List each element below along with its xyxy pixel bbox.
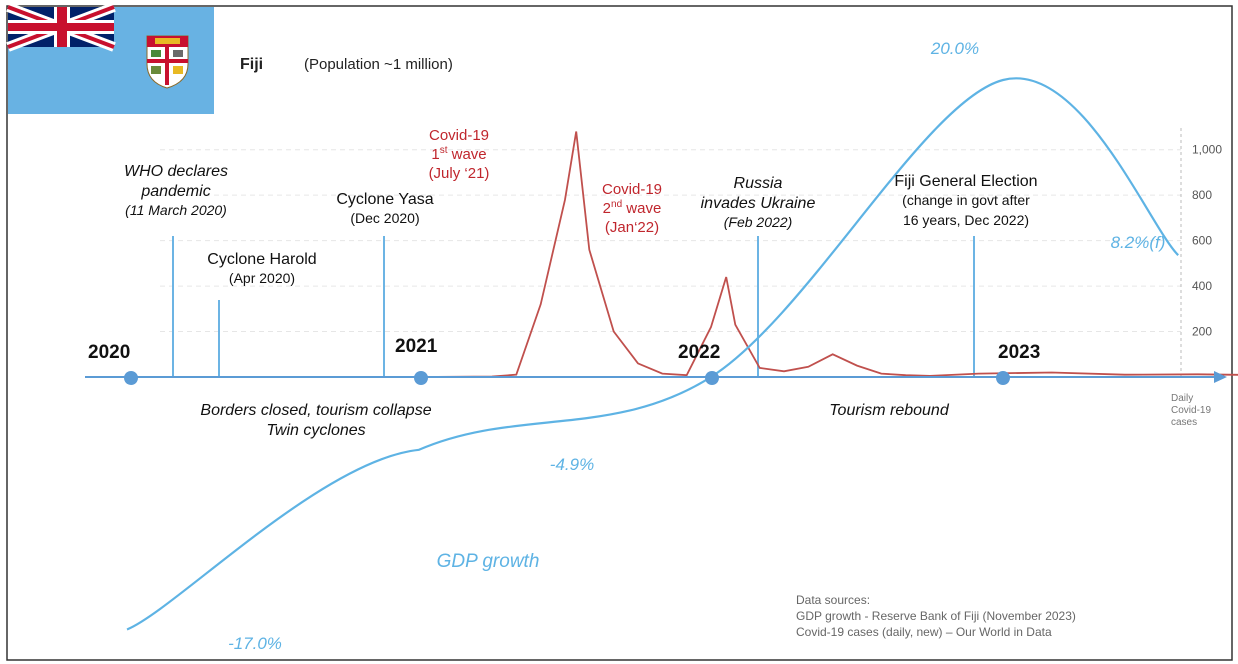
covid-wave-label-wave2: Covid-19 2nd wave (Jan‘22) — [602, 181, 662, 236]
event-label-election: Fiji General Election (change in govt aft… — [894, 173, 1037, 228]
period-label-rebound: Tourism rebound — [829, 402, 950, 419]
year-label-2021: 2021 — [395, 336, 438, 357]
right-axis-tick-label: 400 — [1192, 279, 1212, 293]
gdp-value-label: 8.2%(f) — [1111, 233, 1166, 252]
event-label-who: WHO declares pandemic (11 March 2020) — [124, 163, 228, 218]
year-marker-2020 — [124, 371, 138, 385]
data-sources: Data sources: GDP growth - Reserve Bank … — [796, 593, 1076, 639]
grid — [160, 149, 1181, 333]
gdp-value-label: -17.0% — [228, 634, 282, 653]
right-axis-tick-label: 200 — [1192, 325, 1212, 339]
event-label-yasa: Cyclone Yasa (Dec 2020) — [336, 191, 433, 226]
gdp-series-label: GDP growth — [437, 551, 540, 572]
gdp-value-label: -4.9% — [550, 455, 594, 474]
year-label-2022: 2022 — [678, 342, 720, 363]
sources-covid: Covid-19 cases (daily, new) – Our World … — [796, 625, 1052, 639]
covid-wave-label-wave1: Covid-19 1st wave (July ‘21) — [429, 127, 490, 182]
covid-series-line — [127, 131, 1238, 378]
sources-gdp: GDP growth - Reserve Bank of Fiji (Novem… — [796, 609, 1076, 623]
year-marker-2023 — [996, 371, 1010, 385]
right-axis-tick-label: 800 — [1192, 188, 1212, 202]
year-marker-2021 — [414, 371, 428, 385]
year-marker-2022 — [705, 371, 719, 385]
year-label-2020: 2020 — [88, 342, 130, 363]
country-title: Fiji — [240, 56, 263, 73]
time-axis-arrowhead — [1214, 371, 1227, 383]
right-axis-label: Daily Covid-19 cases — [1171, 393, 1211, 428]
fiji-flag-icon — [6, 2, 214, 114]
union-jack-icon — [6, 2, 116, 52]
sources-heading: Data sources: — [796, 593, 870, 607]
fiji-shield-icon — [146, 35, 189, 89]
gdp-value-label: 20.0% — [930, 39, 979, 58]
right-axis-tick-label: 1,000 — [1192, 143, 1222, 157]
population-note: (Population ~1 million) — [304, 56, 453, 73]
period-label-closed: Borders closed, tourism collapse Twin cyc… — [200, 402, 431, 439]
event-label-ukraine: Russia invades Ukraine (Feb 2022) — [701, 175, 816, 230]
right-axis-tick-label: 600 — [1192, 234, 1212, 248]
year-label-2023: 2023 — [998, 342, 1040, 363]
chart-frame — [6, 5, 1233, 661]
event-label-harold: Cyclone Harold (Apr 2020) — [207, 251, 316, 286]
